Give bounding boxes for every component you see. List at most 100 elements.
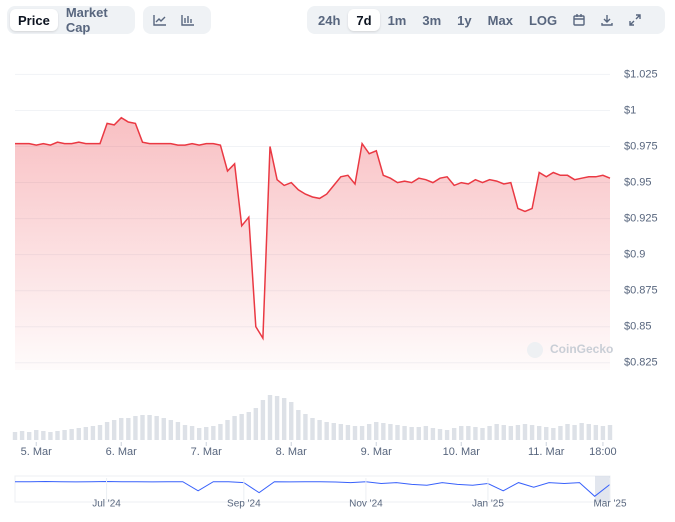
y-tick-label: $0.975 <box>624 140 658 152</box>
volume-bar <box>409 427 414 440</box>
volume-bar <box>395 425 400 440</box>
volume-bar <box>274 396 280 440</box>
volume-bar <box>437 429 443 440</box>
range-button[interactable]: 3m <box>422 12 442 28</box>
navigator-selection[interactable] <box>595 476 610 502</box>
volume-bar <box>154 416 159 440</box>
icon <box>573 14 585 26</box>
volume-bar <box>345 425 351 440</box>
volume-bar <box>388 424 393 440</box>
volume-bar <box>189 426 195 440</box>
icon <box>601 15 613 26</box>
volume-bar <box>423 426 429 440</box>
calendar-button[interactable] <box>565 9 593 31</box>
volume-bar <box>338 424 344 440</box>
range-button[interactable]: Max <box>487 12 513 28</box>
volume-bar <box>551 428 556 440</box>
volume-bar <box>359 426 365 440</box>
navigator-tick-label: Mar '25 <box>593 499 626 510</box>
chart-type-toggle <box>143 6 211 34</box>
volume-bar <box>402 426 407 440</box>
volume-bar <box>303 414 308 440</box>
volume-bar <box>494 424 499 440</box>
volume-bar <box>69 429 74 440</box>
volume-bar <box>331 423 336 440</box>
y-tick-label: $1 <box>624 104 636 116</box>
x-tick-label: 11. Mar <box>528 446 565 458</box>
volume-bar <box>366 424 372 440</box>
metric-button[interactable]: Market Cap <box>65 5 108 35</box>
volume-bar <box>175 422 181 440</box>
volume-bar <box>232 416 237 440</box>
volume-bar <box>111 420 117 440</box>
navigator-line <box>15 480 611 497</box>
navigator-tick-label: Jan '25 <box>472 499 504 510</box>
x-tick-label: 8. Mar <box>276 446 308 458</box>
volume-bar <box>253 408 259 440</box>
volume-bar <box>140 415 145 440</box>
volume-bar <box>211 426 216 440</box>
icon <box>629 14 641 26</box>
range-button[interactable]: 24h <box>318 12 341 28</box>
volume-bar <box>133 416 138 440</box>
volume-bar <box>204 427 209 440</box>
y-tick-label: $0.925 <box>624 213 658 225</box>
x-tick-label: 9. Mar <box>361 446 393 458</box>
volume-bar <box>19 431 25 440</box>
range-button[interactable]: 1m <box>387 12 407 28</box>
volume-bar <box>41 431 46 440</box>
volume-bar <box>289 402 294 440</box>
price-line <box>15 116 611 341</box>
y-tick-label: $0.85 <box>624 321 652 333</box>
metric-button[interactable]: Price <box>10 9 58 31</box>
volume-bar <box>522 424 528 440</box>
volume-bar <box>246 412 251 440</box>
icon <box>181 15 194 26</box>
x-tick-label: 5. Mar <box>21 446 53 458</box>
x-tick-label: 7. Mar <box>191 446 223 458</box>
volume-bar <box>119 418 124 440</box>
volume-bar <box>55 431 60 440</box>
volume-bar <box>182 425 188 440</box>
volume-bar <box>296 410 301 440</box>
volume-bar <box>487 426 492 440</box>
volume-bar <box>281 398 287 440</box>
range-toggle: 24h 7d 1m 3m 1y Max LOG <box>307 6 665 34</box>
volume-bar <box>48 432 53 440</box>
metric-toggle: Price Market Cap <box>7 5 135 35</box>
area <box>15 117 610 370</box>
volume-bar <box>12 432 18 440</box>
range-button[interactable]: 7d <box>348 9 380 31</box>
volume-bar <box>374 422 379 440</box>
volume-bar <box>381 423 386 440</box>
volume-bar <box>317 420 322 440</box>
volume-bar <box>416 427 421 440</box>
volume-bar <box>565 424 570 440</box>
volume-bar <box>600 426 606 440</box>
volume-bar <box>515 425 521 440</box>
log-button[interactable]: LOG <box>528 12 558 28</box>
volume-bar <box>218 424 223 440</box>
candle-chart-button[interactable] <box>174 9 202 31</box>
volume-bar <box>196 428 202 440</box>
volume-bar <box>147 415 152 440</box>
volume-bar <box>451 428 457 440</box>
volume-bar <box>459 426 464 440</box>
volume-bar <box>97 425 103 440</box>
fullscreen-button[interactable] <box>621 9 649 31</box>
volume-bar <box>104 422 110 440</box>
volume-bar <box>508 426 514 440</box>
volume-bar <box>607 425 613 440</box>
volume-bar <box>225 420 230 440</box>
y-tick-label: $0.875 <box>624 285 658 297</box>
y-tick-label: $0.95 <box>624 176 652 188</box>
volume-bar <box>593 425 599 440</box>
volume-bar <box>76 428 81 440</box>
line-chart-button[interactable] <box>146 9 174 31</box>
volume-bar <box>579 423 584 440</box>
volume-bar <box>466 426 471 440</box>
download-button[interactable] <box>593 9 621 31</box>
navigator-tick-label: Jul '24 <box>92 499 121 510</box>
range-button[interactable]: 1y <box>457 12 472 28</box>
